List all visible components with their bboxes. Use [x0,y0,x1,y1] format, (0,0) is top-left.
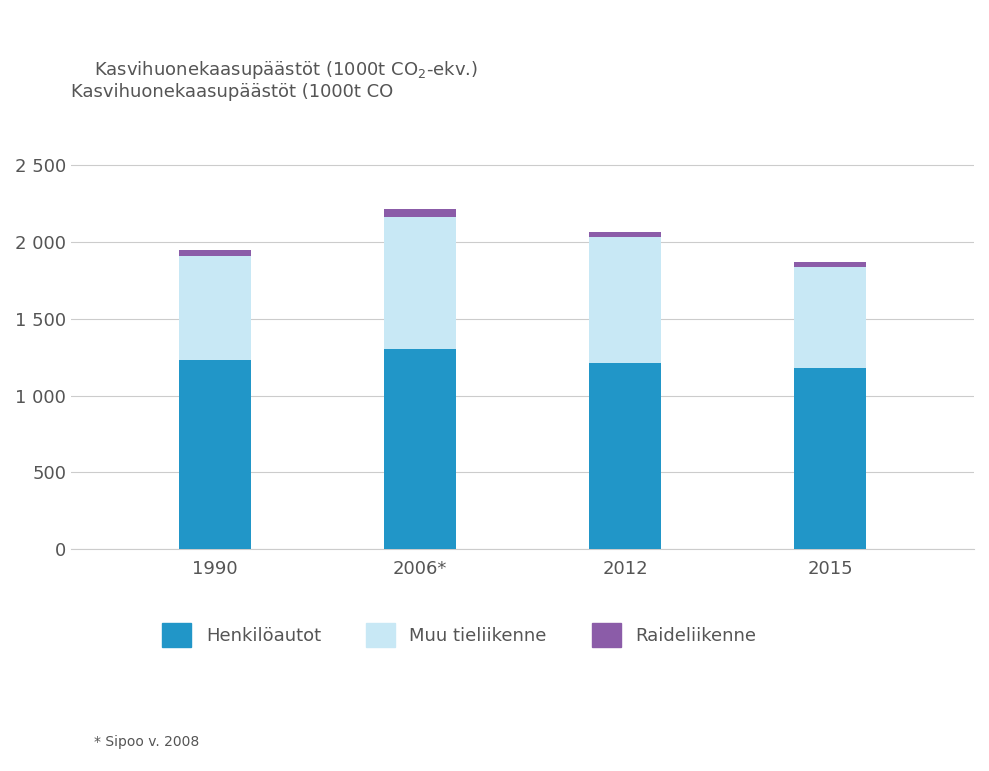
Text: Kasvihuonekaasupäästöt (1000t CO: Kasvihuonekaasupäästöt (1000t CO [71,83,394,101]
Text: Kasvihuonekaasupäästöt (1000t CO$_2$-ekv.): Kasvihuonekaasupäästöt (1000t CO$_2$-ekv… [94,59,478,81]
Text: * Sipoo v. 2008: * Sipoo v. 2008 [94,736,199,749]
Bar [589,237,661,363]
Bar [179,251,250,256]
Bar [179,360,250,549]
Bar [384,209,456,217]
Bar [179,256,250,360]
Bar [794,368,866,549]
Bar [384,217,456,349]
Bar [794,262,866,267]
Bar [589,232,661,237]
Legend: Henkilöautot, Muu tieliikenne, Raideliikenne: Henkilöautot, Muu tieliikenne, Raideliik… [155,616,764,654]
Bar [794,267,866,368]
Bar [589,363,661,549]
Bar [384,349,456,549]
